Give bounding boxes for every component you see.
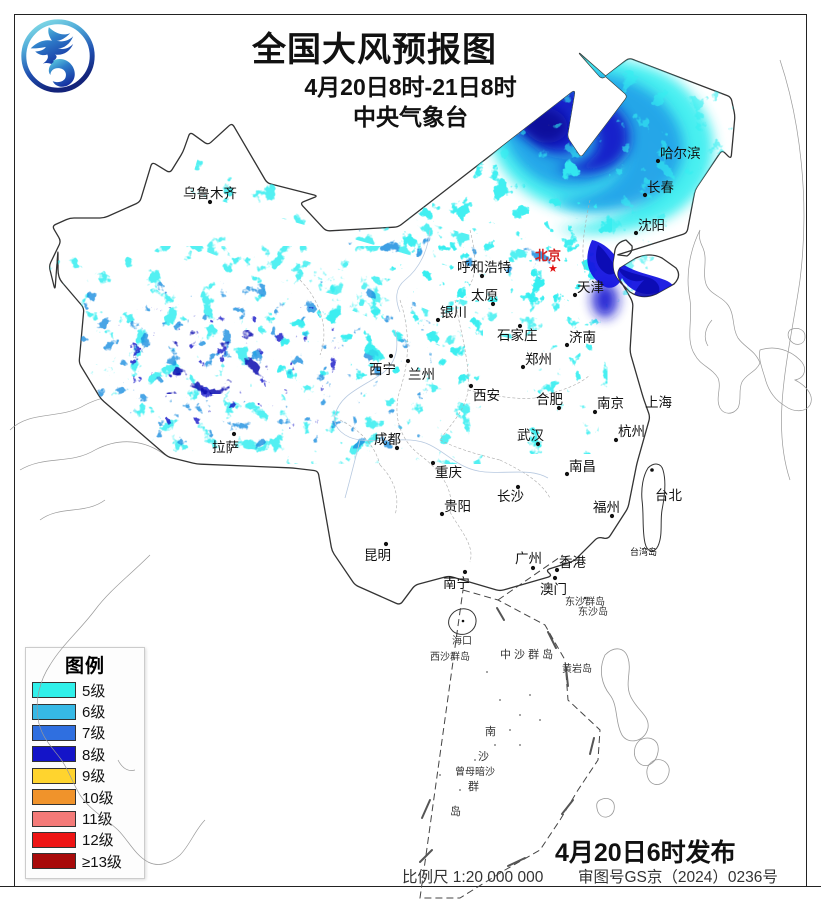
svg-text:台湾岛: 台湾岛 <box>630 546 657 557</box>
svg-text:广州: 广州 <box>515 551 542 566</box>
svg-text:福州: 福州 <box>593 500 620 515</box>
svg-text:成都: 成都 <box>374 432 401 447</box>
svg-text:澳门: 澳门 <box>540 582 567 597</box>
svg-text:沈阳: 沈阳 <box>638 218 665 233</box>
svg-text:哈尔滨: 哈尔滨 <box>660 146 701 161</box>
svg-text:太原: 太原 <box>471 288 498 303</box>
svg-text:济南: 济南 <box>569 330 596 345</box>
svg-text:银川: 银川 <box>440 305 467 320</box>
svg-text:北京: 北京 <box>535 248 561 263</box>
svg-text:石家庄: 石家庄 <box>497 327 538 343</box>
svg-text:拉萨: 拉萨 <box>212 440 239 455</box>
svg-text:杭州: 杭州 <box>618 424 645 439</box>
svg-text:西沙群岛: 西沙群岛 <box>430 650 470 663</box>
svg-text:南京: 南京 <box>597 396 624 411</box>
svg-text:武汉: 武汉 <box>517 428 545 443</box>
svg-text:昆明: 昆明 <box>364 548 391 563</box>
svg-text:中 沙 群 岛: 中 沙 群 岛 <box>500 647 553 661</box>
svg-text:长春: 长春 <box>647 180 675 195</box>
svg-text:长沙: 长沙 <box>497 489 524 504</box>
svg-text:呼和浩特: 呼和浩特 <box>457 260 511 275</box>
svg-text:★: ★ <box>548 263 558 275</box>
svg-text:东沙岛: 东沙岛 <box>578 605 608 618</box>
svg-text:天津: 天津 <box>577 280 604 295</box>
svg-text:南昌: 南昌 <box>569 459 596 474</box>
svg-text:西宁: 西宁 <box>369 361 396 377</box>
svg-text:西安: 西安 <box>473 388 500 403</box>
svg-text:乌鲁木齐: 乌鲁木齐 <box>183 186 237 201</box>
svg-text:兰州: 兰州 <box>408 367 435 382</box>
svg-text:上海: 上海 <box>645 395 672 410</box>
svg-text:重庆: 重庆 <box>435 465 462 480</box>
svg-text:郑州: 郑州 <box>525 352 552 367</box>
svg-text:台北: 台北 <box>655 488 683 503</box>
svg-text:沙: 沙 <box>478 750 489 763</box>
svg-text:香港: 香港 <box>559 555 587 570</box>
svg-text:曾母暗沙: 曾母暗沙 <box>455 765 495 778</box>
svg-text:群: 群 <box>468 779 479 793</box>
svg-text:合肥: 合肥 <box>536 392 563 407</box>
svg-text:贵阳: 贵阳 <box>444 499 471 514</box>
svg-text:南宁: 南宁 <box>443 575 470 591</box>
svg-text:海口: 海口 <box>452 634 472 647</box>
svg-text:南: 南 <box>485 725 496 738</box>
svg-text:黄岩岛: 黄岩岛 <box>562 662 592 675</box>
svg-text:岛: 岛 <box>450 804 461 818</box>
